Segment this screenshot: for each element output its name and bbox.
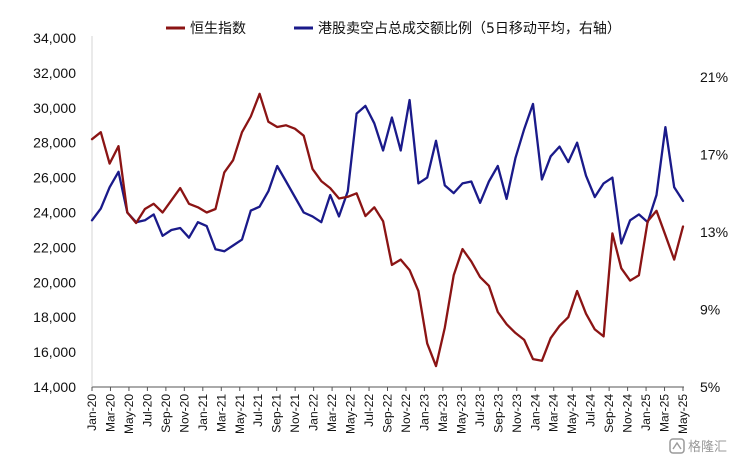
x-tick-label: Jan-22 [307,394,321,431]
watermark: 格隆汇 [669,438,727,455]
series-line-hsi [90,92,685,368]
x-tick-label: Jul-23 [473,394,487,427]
x-tick-label: Mar-21 [214,394,228,432]
x-tick-label: Nov-23 [510,394,524,433]
left-tick-label: 26,000 [33,170,76,186]
watermark-logo-icon [669,438,685,454]
watermark-logo-mark [672,441,682,450]
x-tick-label: May-23 [454,394,468,434]
left-tick-label: 32,000 [33,65,76,81]
x-tick-label: Nov-21 [288,394,302,433]
x-tick-label: Jul-24 [584,394,598,427]
x-tick-label: May-21 [233,394,247,434]
x-tick-label: Sep-22 [381,394,395,433]
x-tick-label: May-20 [122,394,136,434]
series-layer [90,92,685,368]
x-tick-label: Sep-21 [270,394,284,433]
x-tick-label: Jan-21 [196,394,210,431]
x-tick-label: Nov-24 [621,394,635,433]
right-tick-label: 17% [700,146,728,162]
legend-label-hsi: 恒生指数 [190,21,246,37]
series-line-short-ratio [90,98,685,253]
x-tick-label: Mar-20 [103,394,117,432]
x-axis-ticks: Jan-20 Mar-20 May-20 Jul-20 Sep-20 Nov-20 Jan-… [85,387,690,434]
x-tick-label: Mar-23 [436,394,450,432]
left-tick-label: 14,000 [33,379,76,395]
legend-label-short-ratio: 港股卖空占总成交额比例（5日移动平均，右轴） [318,20,621,37]
x-tick-label: Jul-22 [362,394,376,427]
left-tick-label: 30,000 [33,100,76,116]
x-tick-label: May-25 [676,394,690,434]
x-tick-label: Mar-25 [658,394,672,432]
left-axis-ticks: 14,000 16,000 18,000 20,000 22,000 24,000 26,0… [33,30,76,395]
x-tick-label: May-24 [565,394,579,434]
x-tick-label: May-22 [344,394,358,434]
x-tick-label: Jul-21 [251,394,265,427]
x-tick-label: Jan-24 [528,394,542,431]
watermark-text: 格隆汇 [688,439,727,455]
right-tick-label: 5% [700,379,720,395]
x-tick-label: Sep-24 [602,394,616,433]
x-tick-label: Nov-20 [177,394,191,433]
x-tick-label: Jul-20 [140,394,154,427]
left-tick-label: 24,000 [33,205,76,221]
left-tick-label: 16,000 [33,344,76,360]
legend: 恒生指数 港股卖空占总成交额比例（5日移动平均，右轴） [166,20,621,37]
right-tick-label: 13% [700,224,728,240]
x-tick-label: Jan-23 [417,394,431,431]
x-tick-label: Nov-22 [399,394,413,433]
right-tick-label: 21% [700,69,728,85]
right-axis-ticks: 5% 9% 13% 17% 21% [700,69,728,395]
x-tick-label: Mar-24 [547,394,561,432]
right-tick-label: 9% [700,301,720,317]
left-tick-label: 20,000 [33,274,76,290]
left-tick-label: 34,000 [33,30,76,46]
left-tick-label: 28,000 [33,135,76,151]
x-tick-label: Jan-20 [85,394,99,431]
left-tick-label: 22,000 [33,239,76,255]
x-tick-label: Sep-20 [159,394,173,433]
left-tick-label: 18,000 [33,309,76,325]
x-tick-label: Jan-25 [639,394,653,431]
x-tick-label: Mar-22 [325,394,339,432]
x-tick-label: Sep-23 [491,394,505,433]
